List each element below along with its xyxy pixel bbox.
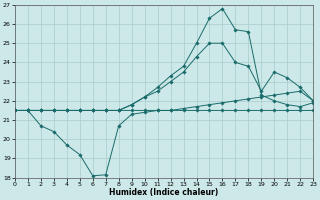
- X-axis label: Humidex (Indice chaleur): Humidex (Indice chaleur): [109, 188, 219, 197]
